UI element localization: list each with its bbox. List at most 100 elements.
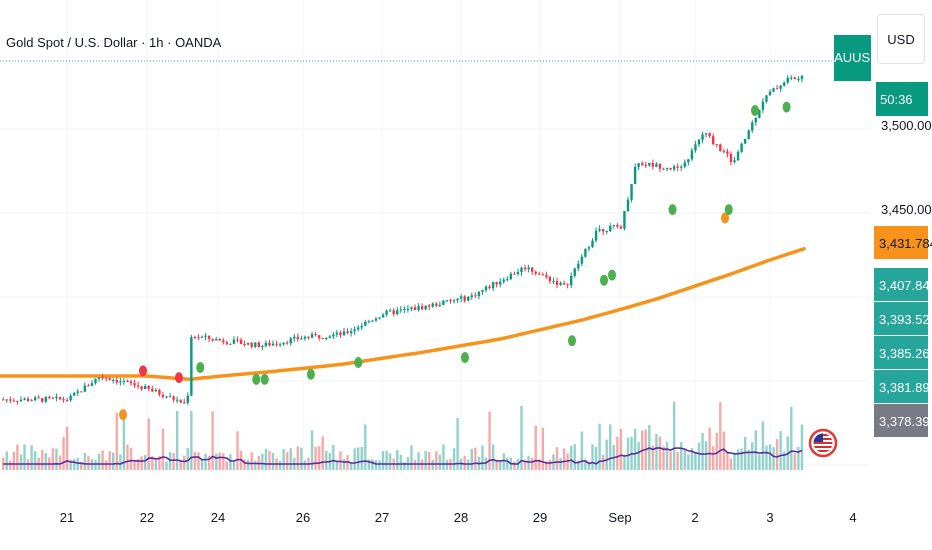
candle-body — [353, 329, 356, 332]
volume-bar — [690, 448, 694, 470]
volume-bar — [115, 412, 118, 470]
volume-bar — [136, 459, 140, 470]
candle-body — [357, 327, 360, 330]
candle-body — [218, 339, 221, 341]
candle-body — [342, 331, 346, 336]
candle-body — [733, 160, 736, 162]
symbol-badge[interactable] — [834, 35, 871, 81]
candle-body — [633, 166, 637, 184]
volume-bar — [211, 411, 214, 470]
candle-body — [289, 338, 292, 344]
candle-body — [484, 286, 488, 291]
volume-bar — [62, 436, 65, 470]
candle-body — [321, 338, 324, 340]
us-flag-icon[interactable] — [808, 428, 838, 458]
volume-bar — [360, 446, 363, 470]
candle-body — [495, 282, 498, 285]
candle-body — [211, 338, 214, 341]
candle-body — [616, 225, 619, 227]
candle-body — [456, 298, 459, 301]
candle-body — [570, 275, 573, 286]
candle-body — [388, 310, 392, 312]
price-label-badge — [874, 268, 928, 301]
candle-body — [307, 336, 310, 338]
price-label-badge — [874, 226, 928, 259]
volume-bar — [207, 455, 211, 470]
volume-bar — [616, 436, 619, 470]
candle-body — [19, 399, 23, 402]
candle-body — [30, 400, 33, 402]
candle-body — [708, 133, 711, 137]
candle-body — [743, 138, 747, 144]
candle-body — [566, 284, 569, 286]
candle-body — [541, 274, 544, 276]
candle-body — [293, 336, 296, 339]
volume-bar — [193, 451, 197, 470]
x-tick-label: 28 — [454, 510, 468, 525]
price-axis[interactable]: 50:36 3,500.000 3,450.000 3,431.784 3,407… — [874, 82, 932, 437]
candle-body — [346, 331, 349, 334]
volume-bar — [751, 442, 754, 470]
candle-body — [55, 396, 58, 399]
volume-bar — [559, 457, 562, 470]
candle-body — [513, 273, 516, 275]
candle-body — [491, 282, 495, 289]
moving-average-line — [0, 247, 806, 381]
price-label: 3,407.845 — [879, 278, 932, 293]
volume-bar — [55, 448, 58, 470]
volume-bar — [349, 461, 353, 470]
price-label: 3,393.528 — [879, 312, 932, 327]
signal-dot — [196, 362, 205, 374]
volume-bar — [726, 452, 729, 470]
signal-dot — [460, 351, 469, 363]
volume-bar — [396, 450, 399, 470]
candle-body — [360, 325, 363, 328]
volume-bar — [158, 456, 161, 470]
x-tick-label: 4 — [849, 510, 856, 525]
candle-body — [232, 339, 236, 344]
candle-body — [637, 163, 640, 167]
candle-body — [112, 380, 115, 382]
candle-body — [161, 394, 165, 398]
candle-body — [747, 130, 750, 139]
volume-bar — [353, 448, 356, 470]
volume-bar — [314, 446, 317, 470]
volume-bar — [403, 461, 406, 470]
volume-bar — [548, 459, 552, 470]
candle-body — [41, 398, 44, 402]
candle-body — [417, 306, 420, 310]
volume-bar — [651, 445, 655, 470]
candle-body — [669, 168, 672, 170]
candle-body — [577, 263, 580, 269]
candle-body — [438, 304, 442, 306]
volume-bar — [16, 444, 19, 470]
volume-bar — [133, 461, 136, 470]
currency-button[interactable]: USD — [877, 14, 925, 64]
volume-bar — [289, 448, 292, 470]
candle-body — [530, 267, 534, 272]
volume-bar — [740, 448, 743, 470]
volume-bar — [264, 448, 268, 470]
candle-body — [122, 381, 126, 383]
candle-body — [94, 378, 97, 384]
y-tick-label: 3,450.000 — [881, 202, 932, 217]
volume-bar — [754, 430, 757, 470]
volume-bar — [605, 439, 608, 470]
candle-body — [151, 388, 154, 392]
volume-bar — [474, 447, 477, 470]
volume-bar — [470, 448, 473, 470]
volume-bar — [761, 421, 765, 470]
time-axis[interactable]: 21 22 24 26 27 28 29 Sep 2 3 4 — [60, 510, 857, 525]
volume-bar — [683, 450, 686, 470]
volume-bar — [570, 445, 573, 470]
candle-body — [520, 267, 523, 273]
candle-body — [314, 334, 317, 336]
volume-bar — [413, 459, 417, 470]
volume-bar — [73, 459, 76, 470]
candle-body — [800, 75, 804, 79]
symbol-badge-label: XAUUSD — [825, 50, 879, 65]
volume-bar — [594, 446, 598, 470]
chart-title: Gold Spot / U.S. Dollar · 1h · OANDA — [6, 35, 222, 50]
price-label: 3,378.396 — [879, 414, 932, 429]
